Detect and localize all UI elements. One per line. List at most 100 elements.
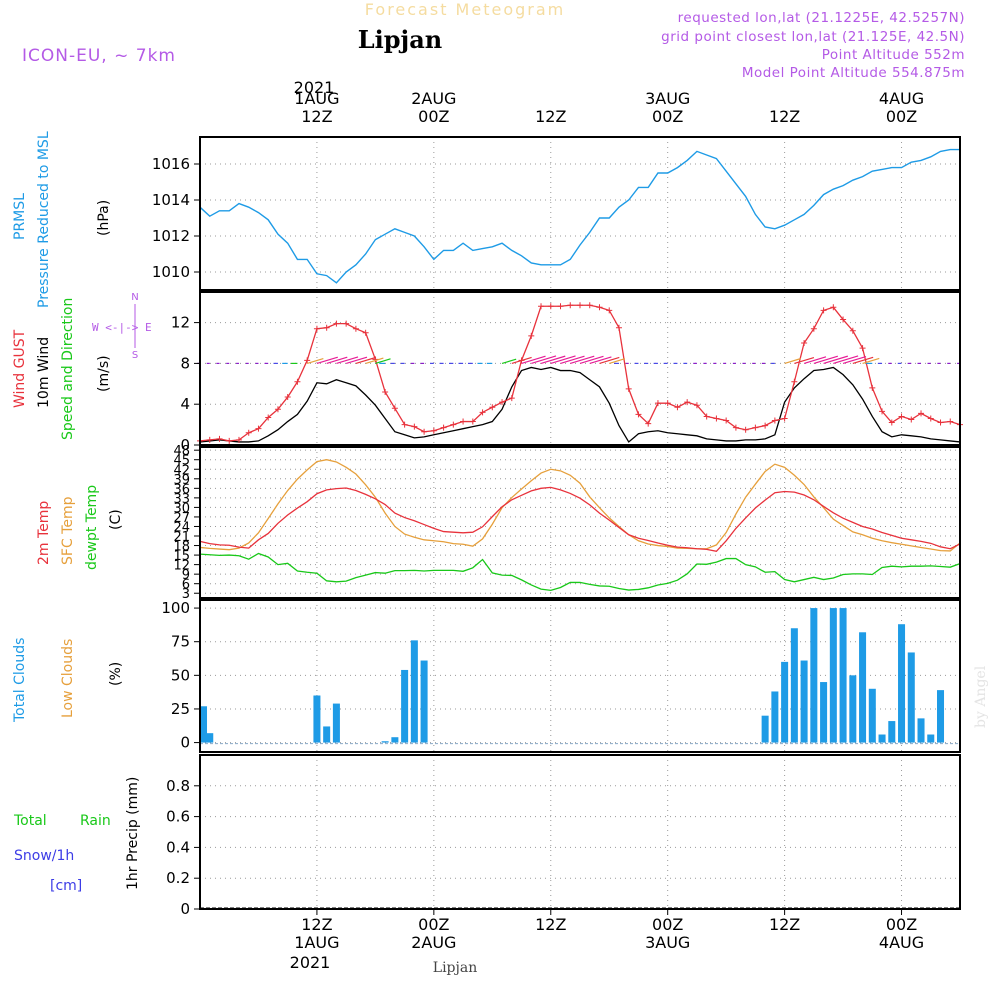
gust-marker (742, 426, 749, 433)
cloud-unit: (%) (108, 662, 124, 686)
gust-marker (781, 415, 788, 422)
top-time-label: 00Z (886, 107, 917, 126)
gust-marker (674, 404, 681, 411)
temp2m-label: 2m Temp (36, 501, 52, 565)
gust-marker (937, 419, 944, 426)
wind-direction-arrow (842, 355, 867, 364)
gust-marker (927, 415, 934, 422)
gust-marker (547, 303, 554, 310)
panel-frame-pressure (199, 136, 961, 291)
top-time-label: 1AUG (294, 89, 339, 108)
gust-marker (469, 418, 476, 425)
panel-frame-precip (199, 754, 961, 910)
gust-marker (245, 429, 252, 436)
cloud-bar (898, 624, 906, 743)
cloud-bar (907, 652, 915, 743)
gust-marker (391, 405, 398, 412)
gust-marker (849, 327, 856, 334)
wind-direction-arrow (784, 358, 801, 364)
bottom-time-label: 12Z (535, 915, 566, 934)
location-title: Lipjan (358, 25, 442, 54)
gust-marker (274, 406, 281, 413)
gust-marker (460, 418, 467, 425)
cloud-bar (781, 661, 789, 743)
cloud-bar (917, 718, 925, 743)
y-tick-label: 4 (180, 395, 190, 413)
gust-marker (908, 416, 915, 423)
gust-marker (791, 378, 798, 385)
gust-marker (801, 340, 808, 346)
y-tick-label: 0 (180, 900, 190, 918)
model-label: ICON-EU, ~ 7km (22, 46, 176, 66)
gust-marker (382, 388, 389, 395)
gust-marker (869, 384, 876, 391)
gust-marker (430, 427, 437, 434)
gust-marker (879, 408, 886, 415)
top-year: 2021 (294, 78, 335, 97)
total-clouds-label: Total Clouds (12, 638, 28, 723)
gust-marker (489, 404, 496, 411)
cloud-bar (761, 715, 769, 743)
bottom-time-label: 12Z (301, 915, 332, 934)
bottom-time-label: 4AUG (879, 933, 924, 952)
y-tick-label: 18 (173, 540, 190, 555)
y-tick-label: 0 (180, 436, 190, 454)
grid-layer (200, 137, 960, 910)
bottom-time-label: 00Z (418, 915, 449, 934)
super-title: Forecast Meteogram (365, 0, 565, 19)
y-tick-label: 50 (171, 666, 190, 684)
y-tick-label: 6 (182, 578, 190, 593)
cloud-bar (859, 632, 867, 743)
gust-marker (645, 420, 652, 427)
y-tick-label: 27 (173, 511, 190, 526)
y-tick-label: 9 (182, 568, 190, 583)
cloud-bar (927, 734, 935, 743)
model-altitude: Model Point Altitude 554.875m (742, 65, 965, 81)
cloud-bar (401, 669, 409, 743)
gust-marker (557, 303, 564, 310)
y-tick-label: 0.8 (166, 777, 190, 795)
gust-marker (401, 421, 408, 428)
bottom-time-label: 1AUG (294, 933, 339, 952)
cloud-panel-labels: Total Clouds Low Clouds (%) (12, 638, 124, 723)
cloud-bar (800, 660, 808, 743)
prmsl-label: PRMSL (12, 193, 28, 240)
gust-marker (810, 325, 817, 332)
wind-direction-arrow (833, 355, 859, 364)
gust-marker (323, 324, 330, 331)
sfc-temp-label: SFC Temp (60, 496, 76, 565)
precip-axis-label: 1hr Precip (mm) (125, 777, 141, 890)
y-tick-label: 0.6 (166, 808, 190, 826)
top-time-label: 4AUG (879, 89, 924, 108)
y-tick-label: 1014 (152, 191, 190, 209)
bottom-year: 2021 (290, 953, 331, 972)
wind-direction-arrow (570, 355, 595, 364)
panel-frame-temp (199, 446, 961, 599)
gust-marker (586, 302, 593, 309)
y-tick-label: 48 (173, 444, 190, 459)
gust-marker (216, 435, 223, 442)
gust-marker (255, 425, 262, 432)
wind-direction-arrow (862, 357, 880, 364)
y-tick-label: 36 (173, 482, 190, 497)
wind-direction-arrow (823, 355, 849, 364)
cloud-bar (410, 640, 418, 743)
gust-marker (752, 424, 759, 431)
gust-marker (703, 413, 710, 420)
wind-direction-arrow (540, 355, 566, 364)
gust-marker (333, 320, 340, 327)
dewpt-label: dewpt Temp (84, 485, 100, 570)
wind-direction-arrow (521, 355, 546, 364)
cloud-bar (391, 737, 399, 743)
wind-direction-arrow (345, 356, 368, 364)
y-tick-label: 1012 (152, 227, 190, 245)
sfc-temp-line (199, 459, 961, 552)
gust-marker (830, 304, 837, 311)
gust-label: Wind GUST (12, 329, 28, 408)
gust-marker (479, 409, 486, 416)
bottom-time-label: 2AUG (411, 933, 456, 952)
total-rain-label: Total (13, 813, 47, 829)
gust-marker (343, 320, 350, 327)
gust-marker (313, 325, 320, 332)
gust-marker (918, 410, 925, 417)
